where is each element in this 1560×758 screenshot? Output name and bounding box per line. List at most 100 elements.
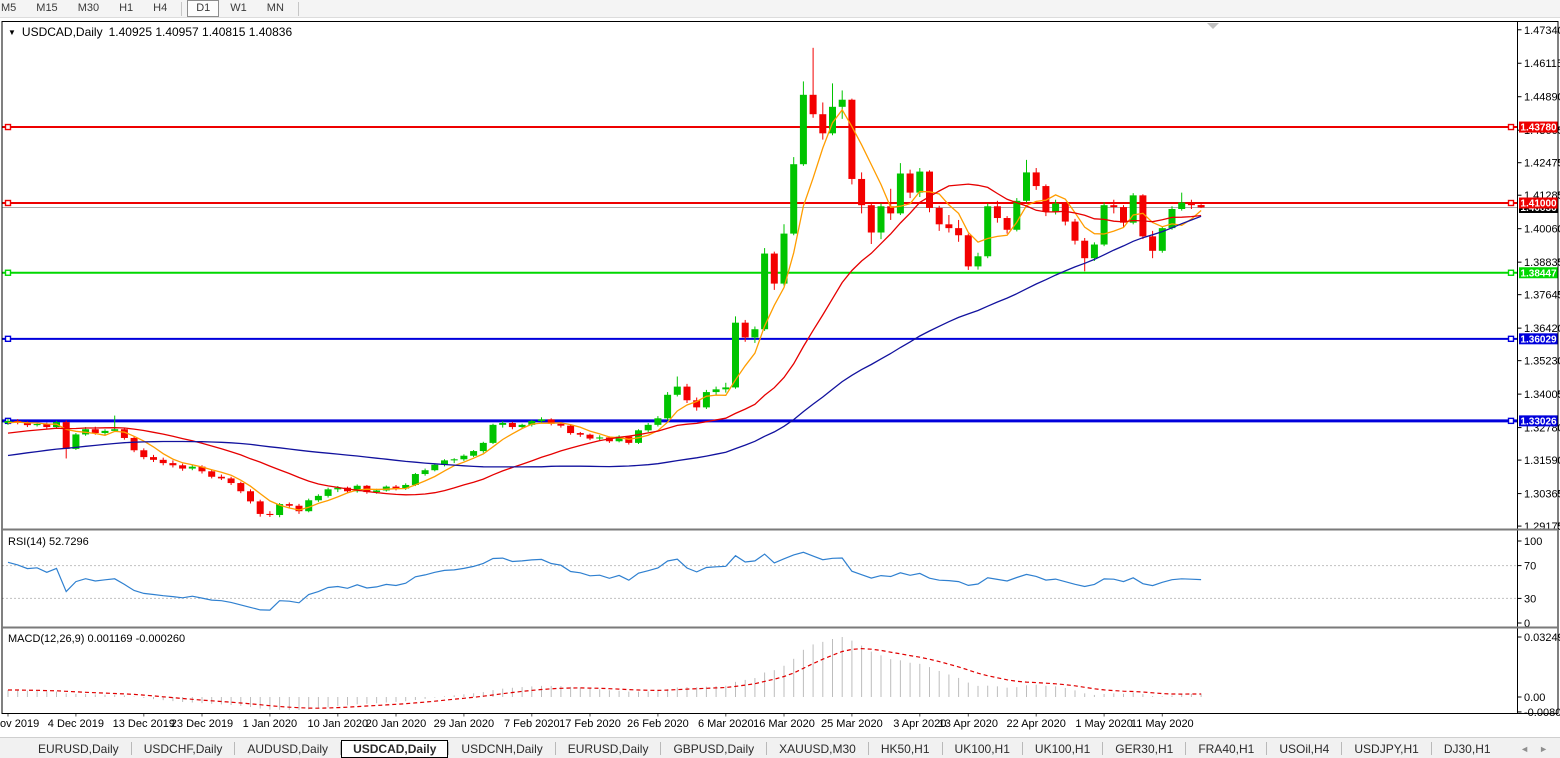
timeframe-button-w1[interactable]: W1 — [230, 2, 247, 14]
chart-tab-uk100-h1[interactable]: UK100,H1 — [954, 741, 1010, 756]
candle-body — [1032, 172, 1040, 187]
y-axis-tick-label: 1.46115 — [1524, 58, 1560, 70]
chart-tab-dj30-h1[interactable]: DJ30,H1 — [1443, 741, 1491, 756]
x-axis-tick-label: 26 Feb 2020 — [627, 718, 689, 730]
chart-canvas[interactable]: 1.473401.461151.448901.436651.424751.412… — [0, 20, 1560, 733]
toolbar-separator — [297, 1, 299, 16]
candle-body — [72, 434, 80, 449]
y-axis-tick-label: 1.37645 — [1524, 290, 1560, 302]
chart-tab-usoil-h4[interactable]: USOil,H4 — [1279, 741, 1330, 756]
candle-body — [935, 207, 943, 225]
line-anchor-right[interactable] — [1507, 335, 1515, 343]
chart-tab-ger30-h1[interactable]: GER30,H1 — [1115, 741, 1174, 756]
line-price-label — [1519, 121, 1558, 133]
candle-body — [314, 495, 322, 501]
chart-tab-usdjpy-h1[interactable]: USDJPY,H1 — [1354, 741, 1419, 756]
candle-body — [460, 455, 468, 460]
chart-tab-hk50-h1[interactable]: HK50,H1 — [880, 741, 930, 756]
tab-separator — [766, 742, 768, 755]
line-anchor-right[interactable] — [1507, 417, 1515, 425]
timeframe-button-m5[interactable]: M5 — [1, 2, 17, 14]
y-axis-tick-label: 1.36420 — [1524, 323, 1560, 335]
candle-body — [615, 436, 623, 442]
line-price-label-text: 1.41000 — [1520, 199, 1557, 210]
macd-axis-label: 0.00 — [1524, 692, 1545, 704]
macd-signal-line — [8, 647, 1202, 709]
y-axis-tick-label: 1.42475 — [1524, 158, 1560, 170]
toolbar-separator — [181, 1, 183, 16]
timeframe-button-m15[interactable]: M15 — [36, 2, 58, 14]
chart-tab-eurusd-daily[interactable]: EURUSD,Daily — [567, 741, 649, 756]
line-price-label-text: 1.36029 — [1520, 334, 1557, 345]
candle-body — [1178, 202, 1186, 210]
candle-body — [702, 392, 710, 408]
candle-body — [790, 164, 798, 234]
line-anchor-left[interactable] — [4, 199, 12, 207]
chart-tab-xauusd-m30[interactable]: XAUUSD,M30 — [779, 741, 856, 756]
candle-body — [392, 486, 400, 489]
chart-tab-uk100-h1[interactable]: UK100,H1 — [1034, 741, 1091, 756]
line-anchor-left[interactable] — [4, 335, 12, 343]
candle-body — [1168, 209, 1176, 229]
moving-average-slow — [7, 215, 1202, 468]
candle-body — [993, 206, 1001, 219]
line-price-label-text: 1.38447 — [1520, 268, 1557, 279]
line-anchor-right[interactable] — [1507, 199, 1515, 207]
x-axis-tick-label: 6 Mar 2020 — [698, 718, 754, 730]
timeframe-button-h1[interactable]: H1 — [119, 2, 134, 14]
candle-body — [508, 422, 516, 428]
line-anchor-right[interactable] — [1507, 269, 1515, 276]
candle-body — [470, 451, 478, 456]
chart-tab-usdcad-daily[interactable]: USDCAD,Daily — [341, 739, 449, 758]
line-price-label — [1519, 333, 1558, 345]
candle-body — [858, 178, 866, 206]
candle-body — [673, 386, 681, 395]
candle-body — [130, 437, 138, 451]
candle-body — [528, 421, 536, 425]
chart-window[interactable]: 1.473401.461151.448901.436651.424751.412… — [0, 20, 1560, 733]
chart-tab-fra40-h1[interactable]: FRA40,H1 — [1198, 741, 1255, 756]
candle-body — [1013, 200, 1021, 230]
candle-body — [819, 114, 827, 134]
rsi-axis-label: 100 — [1524, 536, 1542, 548]
timeframe-button-m30[interactable]: M30 — [77, 2, 100, 14]
candle-body — [732, 322, 739, 388]
chart-frame — [1, 21, 1559, 714]
candle-body — [1139, 195, 1147, 237]
candle-body — [1110, 205, 1118, 208]
candle-body — [547, 419, 555, 424]
candle-body — [984, 206, 992, 257]
x-axis-tick-label: 23 Dec 2019 — [171, 718, 233, 730]
chart-tab-gbpusd-daily[interactable]: GBPUSD,Daily — [673, 741, 755, 756]
x-axis-tick-label: 1 Jan 2020 — [243, 718, 297, 730]
chart-tab-usdcnh-daily[interactable]: USDCNH,Daily — [461, 741, 543, 756]
timeframe-button-mn[interactable]: MN — [266, 2, 284, 14]
line-anchor-left[interactable] — [4, 123, 12, 131]
candle-body — [43, 424, 51, 428]
candle-body — [382, 486, 390, 491]
moving-average-fast — [7, 108, 1202, 511]
timeframe-button-d1[interactable]: D1 — [187, 0, 220, 17]
candle-body — [150, 457, 157, 460]
candle-body — [887, 206, 895, 214]
candle-body — [1120, 207, 1127, 223]
timeframe-button-h4[interactable]: H4 — [153, 2, 168, 14]
line-anchor-left[interactable] — [4, 269, 12, 276]
candle-body — [1100, 205, 1108, 245]
line-price-label — [1519, 197, 1558, 209]
chart-tab-audusd-daily[interactable]: AUDUSD,Daily — [247, 741, 329, 756]
tab-scroll-right-icon[interactable]: ► — [1539, 743, 1548, 754]
chart-tab-eurusd-daily[interactable]: EURUSD,Daily — [38, 741, 119, 756]
tab-separator — [554, 742, 556, 755]
line-anchor-right[interactable] — [1507, 123, 1515, 131]
candle-body — [198, 466, 206, 472]
chart-tab-usdchf-daily[interactable]: USDCHF,Daily — [143, 741, 223, 756]
candle-body — [91, 429, 99, 434]
tab-separator — [448, 742, 450, 755]
line-price-label — [1519, 267, 1558, 279]
candle-body — [247, 491, 254, 502]
candle-body — [799, 94, 807, 165]
tab-scroll-left-icon[interactable]: ◄ — [1520, 743, 1530, 754]
chart-shift-marker-icon[interactable] — [1207, 23, 1219, 29]
timeframe-toolbar: M5 M15 M30 H1 H4 D1 W1 MN — [0, 0, 1560, 18]
